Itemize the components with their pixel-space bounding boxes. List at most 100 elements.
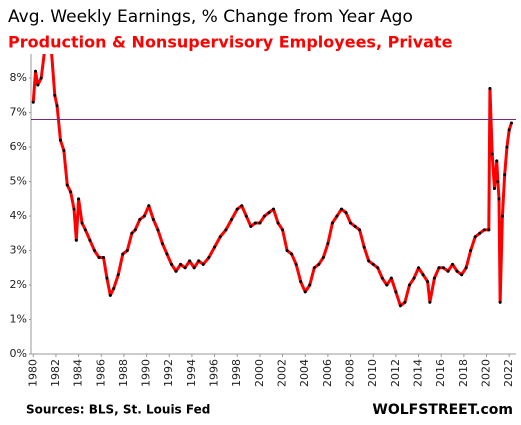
data-point (490, 152, 494, 156)
data-point (482, 228, 486, 232)
x-tick-label: 2012 (389, 359, 402, 387)
x-tick-label: 2022 (502, 359, 515, 387)
data-point (503, 173, 507, 177)
data-point (426, 280, 430, 284)
x-tick-label: 1982 (49, 359, 62, 387)
data-point (498, 300, 502, 304)
data-point (80, 221, 84, 225)
data-point (218, 235, 222, 239)
y-tick-label: 3% (10, 244, 27, 257)
data-point (160, 242, 164, 246)
data-point (312, 266, 316, 270)
data-point (394, 290, 398, 294)
x-tick-label: 2014 (412, 359, 425, 387)
data-point (294, 262, 298, 266)
x-tick-label: 2020 (480, 359, 493, 387)
data-point (213, 245, 217, 249)
data-point (500, 214, 504, 218)
y-tick-label: 5% (10, 175, 27, 188)
x-tick-label: 1986 (94, 359, 107, 387)
source: Sources: BLS, St. Louis Fed (26, 403, 210, 417)
data-point (272, 207, 275, 211)
y-tick-label: 0% (10, 347, 27, 360)
data-point (276, 221, 280, 225)
y-tick-label: 1% (10, 313, 27, 326)
x-tick-label: 1990 (140, 359, 153, 387)
data-point (497, 197, 501, 201)
y-tick-label: 8% (10, 71, 27, 84)
data-point (74, 238, 78, 242)
x-tick-label: 2018 (457, 359, 470, 387)
data-point (188, 259, 192, 263)
data-point (421, 273, 425, 277)
data-point (417, 266, 421, 270)
x-tick-label: 2016 (434, 359, 447, 387)
data-point (77, 197, 81, 201)
data-point (487, 228, 491, 232)
data-point (183, 266, 187, 270)
x-tick-label: 2008 (344, 359, 357, 387)
data-point (290, 252, 294, 256)
data-point (496, 180, 500, 184)
data-point (97, 255, 101, 259)
data-point (451, 262, 455, 266)
data-point (441, 266, 445, 270)
x-tick-label: 1984 (72, 359, 85, 387)
data-point (321, 255, 325, 259)
data-point (235, 207, 239, 211)
data-point (317, 262, 321, 266)
data-point (349, 221, 353, 225)
data-point (380, 276, 384, 280)
series-line (31, 54, 513, 308)
data-point (281, 228, 285, 232)
data-point (389, 276, 393, 280)
data-point (197, 259, 201, 263)
data-point (62, 149, 66, 153)
data-point (249, 224, 253, 228)
data-point (53, 93, 57, 97)
plot-area (31, 54, 513, 308)
data-point (105, 276, 109, 280)
data-point (142, 214, 146, 218)
data-point (116, 273, 120, 277)
x-tick-label: 1996 (208, 359, 221, 387)
data-point (240, 204, 244, 208)
data-point (36, 83, 40, 87)
data-point (65, 183, 69, 187)
data-point (509, 121, 513, 125)
x-tick-label: 2006 (321, 359, 334, 387)
data-point (192, 266, 196, 270)
data-point (488, 86, 492, 90)
data-point (455, 269, 459, 273)
data-point (398, 304, 402, 308)
data-point (92, 249, 96, 253)
data-point (88, 238, 92, 242)
data-point (505, 145, 509, 149)
data-point (469, 249, 473, 253)
data-point (230, 218, 234, 222)
x-tick-label: 1992 (162, 359, 175, 387)
x-tick-label: 1980 (26, 359, 39, 387)
x-tick-label: 2000 (253, 359, 266, 387)
x-tick-label: 1994 (185, 359, 198, 387)
data-point (179, 262, 183, 266)
data-point (507, 128, 511, 132)
data-point (147, 204, 151, 208)
data-point (339, 207, 343, 211)
data-point (138, 218, 142, 222)
data-point (108, 293, 112, 297)
data-point (125, 249, 129, 253)
y-tick-label: 2% (10, 278, 27, 291)
chart-subtitle: Production & Nonsupervisory Employees, P… (8, 33, 453, 52)
data-point (201, 262, 205, 266)
brand: WOLFSTREET.com (372, 402, 513, 418)
y-tick-label: 7% (10, 106, 27, 119)
x-tick-label: 2002 (276, 359, 289, 387)
data-point (367, 259, 371, 263)
data-point (344, 211, 348, 215)
data-point (376, 266, 380, 270)
data-point (299, 280, 303, 284)
data-point (446, 269, 450, 273)
data-point (437, 266, 441, 270)
